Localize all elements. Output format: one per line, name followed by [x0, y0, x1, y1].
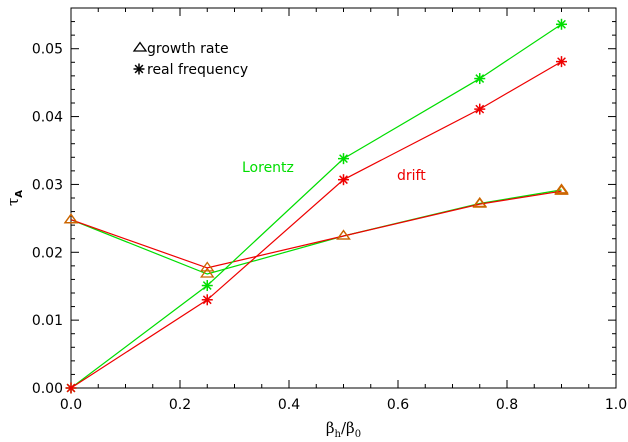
data-point-triangle [554, 183, 569, 194]
x-axis-title-sub2: 0 [355, 429, 361, 440]
y-tick-label: 0.00 [32, 381, 63, 397]
data-point-triangle [336, 229, 351, 240]
legend-label-growth-rate: growth rate [147, 41, 229, 57]
annotation-lorentz: Lorentz [242, 160, 294, 176]
series-layer [63, 18, 569, 394]
annotation-drift: drift [397, 168, 426, 184]
x-tick-label: 0.6 [387, 397, 409, 413]
y-axis-title: τA [4, 190, 25, 206]
data-point-triangle [199, 261, 215, 272]
data-point-asterisk [556, 56, 567, 68]
data-point-asterisk [338, 174, 349, 186]
x-axis-title-sub: h [335, 429, 342, 440]
data-point-triangle [63, 213, 79, 224]
x-tick-label: 0.4 [278, 397, 300, 413]
series-line [70, 23, 562, 389]
series-lorentz-growth-rate [63, 183, 569, 278]
y-axis-title-main: τ [4, 198, 22, 206]
y-tick-label: 0.03 [32, 177, 63, 193]
x-axis-title-sep: /β [341, 419, 355, 437]
data-point-triangle [554, 184, 569, 195]
x-tick-label: 0.8 [496, 397, 518, 413]
x-axis-title: βh/β0 [326, 419, 361, 440]
axes: 0.0 0.2 0.4 0.6 0.8 1.0 0.00 0.01 0.02 0.03 0.04 0.… [32, 7, 627, 413]
data-point-triangle [472, 197, 488, 208]
y-axis-title-sub: A [14, 190, 25, 198]
y-tick-label: 0.01 [32, 313, 63, 329]
legend-triangle-marker [132, 41, 148, 52]
data-point-asterisk [474, 73, 486, 85]
legend-asterisk-icon [133, 63, 145, 75]
x-axis-title-main: β [326, 419, 335, 437]
series-lorentz-real-frequency [65, 18, 567, 394]
data-point-asterisk [65, 382, 77, 394]
data-point-asterisk [556, 18, 567, 30]
data-point-asterisk [474, 103, 486, 115]
y-tick-label: 0.05 [32, 42, 63, 58]
data-point-asterisk [201, 294, 213, 306]
x-tick-label: 0.0 [60, 397, 82, 413]
legend: growth rate real frequency [132, 41, 248, 78]
series-drift-growth-rate [63, 184, 569, 272]
x-tick-label: 0.2 [169, 397, 191, 413]
data-point-asterisk [201, 280, 213, 292]
series-drift-real-frequency [65, 56, 567, 394]
data-point-triangle [199, 267, 215, 278]
series-line [70, 190, 562, 269]
y-tick-label: 0.04 [32, 110, 63, 126]
legend-label-real-frequency: real frequency [147, 62, 248, 78]
x-tick-label: 1.0 [605, 397, 627, 413]
legend-asterisk-marker [133, 63, 145, 75]
series-line [70, 61, 562, 389]
y-tick-label: 0.02 [32, 245, 63, 261]
data-point-asterisk [338, 153, 349, 165]
